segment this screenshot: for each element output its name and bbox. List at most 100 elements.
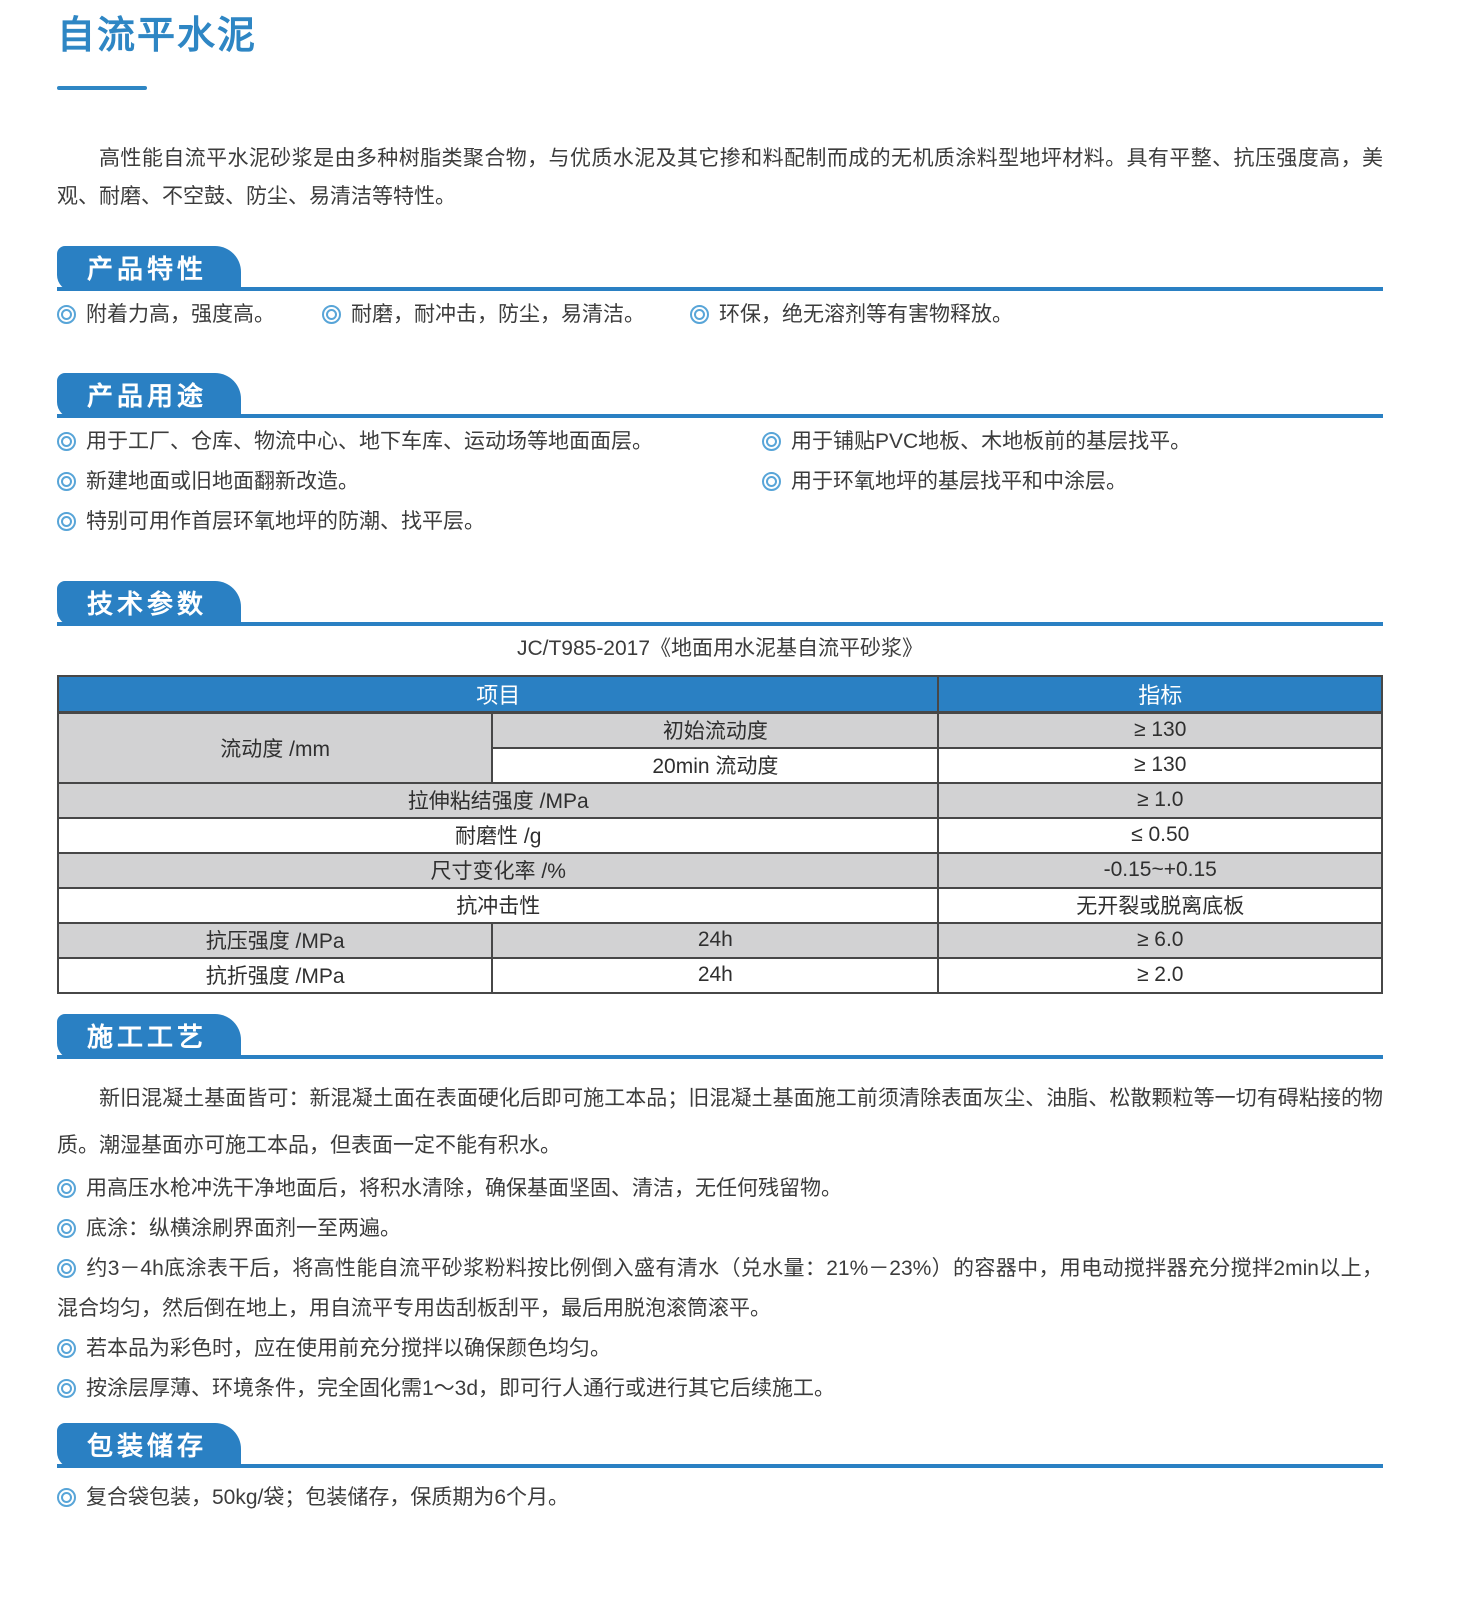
table-row: 20min 流动度 ≥ 130	[58, 746, 1383, 784]
use-item: 特别可用作首层环氧地坪的防潮、找平层。	[57, 510, 762, 536]
table-row: 流动度 /mm 初始流动度 ≥ 130	[56, 711, 1383, 784]
section-badge: 产品用途	[57, 373, 242, 418]
use-item-label: 特别可用作首层环氧地坪的防潮、找平层。	[86, 510, 485, 533]
process-item-label: 若本品为彩色时，应在使用前充分搅拌以确保颜色均匀。	[86, 1336, 611, 1360]
table-cell: ≥ 130	[937, 746, 1383, 784]
use-item-label: 用于铺贴PVC地板、木地板前的基层找平。	[791, 430, 1192, 453]
ring-bullet-icon	[57, 305, 76, 324]
feature-item-label: 耐磨，耐冲击，防尘，易清洁。	[351, 303, 645, 326]
table-cell: 初始流动度	[491, 711, 940, 749]
use-item-label: 用于工厂、仓库、物流中心、地下车库、运动场等地面面层。	[86, 430, 653, 453]
feature-item-label: 环保，绝无溶剂等有害物释放。	[719, 303, 1013, 326]
process-intro-paragraph: 新旧混凝土基面皆可：新混凝土面在表面硬化后即可施工本品；旧混凝土基面施工前须清除…	[57, 1086, 1383, 1157]
feature-item: 环保，绝无溶剂等有害物释放。	[690, 303, 1013, 327]
process-item-label: 按涂层厚薄、环境条件，完全固化需1～3d，即可行人通行或进行其它后续施工。	[86, 1376, 836, 1400]
feature-item-label: 附着力高，强度高。	[86, 303, 275, 326]
section-heading-label: 施工工艺	[87, 1021, 208, 1052]
ring-bullet-icon	[690, 305, 709, 324]
uses-list: 用于工厂、仓库、物流中心、地下车库、运动场等地面面层。 新建地面或旧地面翻新改造…	[57, 430, 1383, 550]
uses-column-right: 用于铺贴PVC地板、木地板前的基层找平。 用于环氧地坪的基层找平和中涂层。	[762, 430, 1383, 550]
table-cell: 拉伸粘结强度 /MPa	[56, 781, 940, 819]
process-item: 若本品为彩色时，应在使用前充分搅拌以确保颜色均匀。	[57, 1329, 1383, 1369]
features-list: 附着力高，强度高。 耐磨，耐冲击，防尘，易清洁。 环保，绝无溶剂等有害物释放。	[57, 303, 1383, 327]
table-cell: 耐磨性 /g	[56, 816, 940, 854]
table-cell: ≤ 0.50	[937, 816, 1383, 854]
table-cell: ≥ 2.0	[937, 956, 1383, 994]
tech-parameters-table: 项目 指标 流动度 /mm 初始流动度 ≥ 130 20min 流动度 ≥ 13…	[56, 675, 1383, 994]
packaging-item: 复合袋包装，50kg/袋；包装储存，保质期为6个月。	[57, 1486, 1383, 1510]
section-badge: 包装储存	[57, 1422, 242, 1468]
ring-bullet-icon	[762, 472, 781, 491]
ring-bullet-icon	[57, 1378, 76, 1398]
table-cell: 24h	[491, 921, 940, 959]
table-cell: ≥ 130	[937, 711, 1383, 749]
table-row: 拉伸粘结强度 /MPa ≥ 1.0	[56, 781, 1383, 819]
intro-paragraph: 高性能自流平水泥砂浆是由多种树脂类聚合物，与优质水泥及其它掺和料配制而成的无机质…	[57, 147, 1383, 208]
ring-bullet-icon	[762, 432, 781, 451]
title-underline	[57, 86, 147, 90]
use-item: 用于环氧地坪的基层找平和中涂层。	[762, 470, 1383, 496]
table-cell: 24h	[491, 956, 940, 994]
uses-column-left: 用于工厂、仓库、物流中心、地下车库、运动场等地面面层。 新建地面或旧地面翻新改造…	[57, 430, 762, 550]
table-cell: 抗冲击性	[56, 886, 940, 924]
table-cell: ≥ 6.0	[937, 921, 1383, 959]
table-header-index: 指标	[937, 675, 1383, 714]
table-header-item: 项目	[56, 675, 940, 714]
section-rule	[57, 287, 1383, 291]
table-row: 耐磨性 /g ≤ 0.50	[56, 816, 1383, 854]
page-title: 自流平水泥	[57, 15, 258, 57]
table-cell: -0.15~+0.15	[937, 851, 1383, 889]
table-row: 抗冲击性 无开裂或脱离底板	[56, 886, 1383, 924]
section-badge: 技术参数	[57, 581, 242, 626]
use-item: 用于铺贴PVC地板、木地板前的基层找平。	[762, 430, 1383, 456]
ring-bullet-icon	[57, 512, 76, 531]
tech-standard-reference: JC/T985-2017《地面用水泥基自流平砂浆》	[516, 637, 924, 660]
ring-bullet-icon	[57, 1218, 76, 1238]
process-item: 约3－4h底涂表干后，将高性能自流平砂浆粉料按比例倒入盛有清水（兑水量：21%－…	[57, 1249, 1383, 1329]
section-rule	[57, 622, 1383, 626]
table-header-row: 项目 指标	[56, 675, 1383, 714]
table-cell: 抗压强度 /MPa	[56, 921, 494, 959]
section-badge: 施工工艺	[57, 1013, 242, 1059]
section-badge: 产品特性	[57, 246, 242, 291]
ring-bullet-icon	[322, 305, 341, 324]
table-cell: ≥ 1.0	[937, 781, 1383, 819]
ring-bullet-icon	[57, 1487, 76, 1507]
ring-bullet-icon	[57, 1338, 76, 1358]
use-item: 用于工厂、仓库、物流中心、地下车库、运动场等地面面层。	[57, 430, 762, 456]
process-item: 用高压水枪冲洗干净地面后，将积水清除，确保基面坚固、清洁，无任何残留物。	[57, 1169, 1383, 1209]
process-item-label: 用高压水枪冲洗干净地面后，将积水清除，确保基面坚固、清洁，无任何残留物。	[86, 1176, 842, 1200]
table-cell: 无开裂或脱离底板	[937, 886, 1383, 924]
process-item-label: 底涂：纵横涂刷界面剂一至两遍。	[86, 1216, 401, 1240]
section-rule	[57, 414, 1383, 418]
table-cell: 流动度 /mm	[56, 711, 494, 784]
use-item: 新建地面或旧地面翻新改造。	[57, 470, 762, 496]
section-header-uses: 产品用途	[57, 373, 1383, 418]
section-header-process: 施工工艺	[57, 1013, 1383, 1059]
use-item-label: 新建地面或旧地面翻新改造。	[86, 470, 359, 493]
ring-bullet-icon	[57, 1178, 76, 1198]
use-item-label: 用于环氧地坪的基层找平和中涂层。	[791, 470, 1127, 493]
section-rule	[57, 1463, 1383, 1468]
section-rule	[57, 1054, 1383, 1059]
packaging-item-label: 复合袋包装，50kg/袋；包装储存，保质期为6个月。	[86, 1485, 570, 1509]
table-cell: 20min 流动度	[491, 746, 940, 784]
table-row: 抗压强度 /MPa 24h ≥ 6.0	[56, 921, 1383, 959]
section-header-packaging: 包装储存	[57, 1422, 1383, 1468]
ring-bullet-icon	[57, 1258, 76, 1278]
process-item-label: 约3－4h底涂表干后，将高性能自流平砂浆粉料按比例倒入盛有清水（兑水量：21%－…	[57, 1256, 1383, 1320]
section-header-features: 产品特性	[57, 246, 1383, 291]
feature-item: 耐磨，耐冲击，防尘，易清洁。	[322, 303, 690, 327]
section-heading-label: 产品用途	[87, 381, 208, 411]
process-item: 底涂：纵横涂刷界面剂一至两遍。	[57, 1209, 1383, 1249]
document-page: 自流平水泥 高性能自流平水泥砂浆是由多种树脂类聚合物，与优质水泥及其它掺和料配制…	[56, 15, 1383, 1510]
section-header-tech: 技术参数	[57, 581, 1383, 626]
table-row: 尺寸变化率 /% -0.15~+0.15	[56, 851, 1383, 889]
process-item: 按涂层厚薄、环境条件，完全固化需1～3d，即可行人通行或进行其它后续施工。	[57, 1369, 1383, 1409]
ring-bullet-icon	[57, 432, 76, 451]
section-heading-label: 包装储存	[87, 1430, 208, 1461]
section-heading-label: 技术参数	[87, 589, 208, 619]
table-cell: 抗折强度 /MPa	[56, 956, 494, 994]
section-heading-label: 产品特性	[87, 254, 208, 284]
feature-item: 附着力高，强度高。	[57, 303, 322, 327]
